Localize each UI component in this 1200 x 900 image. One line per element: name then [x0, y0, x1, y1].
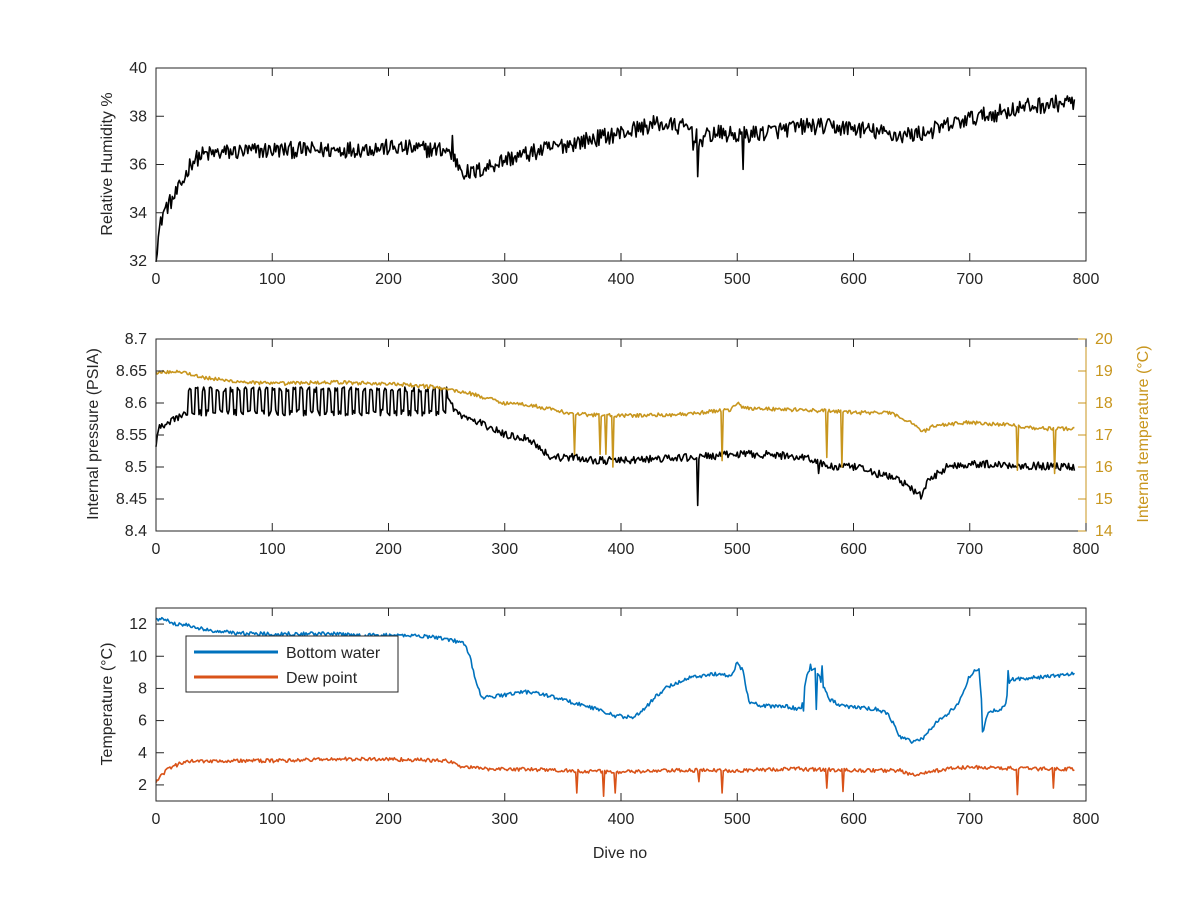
x-tick-label: 800 — [1073, 271, 1100, 288]
y-tick-label: 6 — [138, 713, 147, 730]
y2-tick-label: 17 — [1095, 427, 1113, 444]
y2-tick-label: 20 — [1095, 331, 1113, 348]
x-tick-label: 600 — [840, 811, 867, 828]
y-tick-label: 2 — [138, 777, 147, 794]
y-tick-label: 8.6 — [125, 395, 147, 412]
y-tick-label: 8.4 — [125, 523, 147, 540]
y-tick-label: 8.55 — [116, 427, 147, 444]
y2-tick-label: 15 — [1095, 491, 1113, 508]
x-tick-label: 600 — [840, 271, 867, 288]
y-tick-label: 4 — [138, 745, 147, 762]
y-tick-label: 34 — [129, 205, 147, 222]
internal-temperature-series-line — [155, 369, 1075, 475]
x-tick-label: 800 — [1073, 811, 1100, 828]
legend-label-bottom-water: Bottom water — [286, 645, 381, 662]
humidity-y-label: Relative Humidity % — [99, 92, 116, 235]
y2-tick-label: 16 — [1095, 459, 1113, 476]
y2-tick-label: 19 — [1095, 363, 1113, 380]
x-tick-label: 700 — [956, 541, 983, 558]
temperature-panel: Temperature (°C) Dive no 0 100 200 300 400 50… — [99, 607, 1100, 862]
pressure-temperature-panel: Internal pressure (PSIA) Internal temper… — [85, 331, 1152, 558]
y-tick-label: 8.5 — [125, 459, 147, 476]
y-tick-label: 36 — [129, 157, 147, 174]
bottom-water-series-line — [155, 616, 1076, 744]
y2-tick-label: 18 — [1095, 395, 1113, 412]
x-tick-label: 500 — [724, 811, 751, 828]
internal-temperature-y-label: Internal temperature (°C) — [1135, 345, 1152, 522]
humidity-panel: Relative Humidity % 0 100 200 300 400 500 600 7… — [99, 60, 1099, 288]
y-tick-label: 8 — [138, 680, 147, 697]
x-tick-label: 500 — [724, 271, 751, 288]
y-tick-label: 38 — [129, 108, 147, 125]
x-tick-label: 0 — [152, 541, 161, 558]
x-tick-label: 700 — [956, 271, 983, 288]
x-tick-label: 300 — [491, 811, 518, 828]
x-tick-label: 300 — [491, 271, 518, 288]
x-tick-label: 100 — [259, 811, 286, 828]
dive-no-x-label: Dive no — [593, 845, 647, 862]
y-tick-label: 8.45 — [116, 491, 147, 508]
x-tick-label: 100 — [259, 271, 286, 288]
y2-tick-label: 14 — [1095, 523, 1113, 540]
dew-point-series-line — [155, 756, 1075, 798]
x-tick-label: 200 — [375, 541, 402, 558]
humidity-series-line — [155, 94, 1076, 263]
x-tick-label: 200 — [375, 271, 402, 288]
x-tick-label: 500 — [724, 541, 751, 558]
y-tick-label: 10 — [129, 648, 147, 665]
x-tick-label: 300 — [491, 541, 518, 558]
x-tick-label: 800 — [1073, 541, 1100, 558]
y-tick-label: 8.65 — [116, 363, 147, 380]
pressure-y-label: Internal pressure (PSIA) — [85, 348, 102, 520]
x-tick-label: 600 — [840, 541, 867, 558]
x-tick-label: 400 — [608, 271, 635, 288]
legend: Bottom water Dew point — [185, 635, 399, 693]
temperature-y-label: Temperature (°C) — [99, 643, 116, 766]
x-tick-label: 700 — [956, 811, 983, 828]
x-tick-label: 0 — [152, 271, 161, 288]
y-tick-label: 40 — [129, 60, 147, 77]
x-tick-label: 400 — [608, 811, 635, 828]
pressure-series-line — [155, 386, 1076, 507]
x-tick-label: 200 — [375, 811, 402, 828]
x-tick-label: 0 — [152, 811, 161, 828]
x-tick-label: 400 — [608, 541, 635, 558]
y-tick-label: 32 — [129, 253, 147, 270]
legend-label-dew-point: Dew point — [286, 670, 358, 687]
legend-box — [185, 635, 399, 693]
y-tick-label: 8.7 — [125, 331, 147, 348]
x-tick-label: 100 — [259, 541, 286, 558]
y-tick-label: 12 — [129, 616, 147, 633]
